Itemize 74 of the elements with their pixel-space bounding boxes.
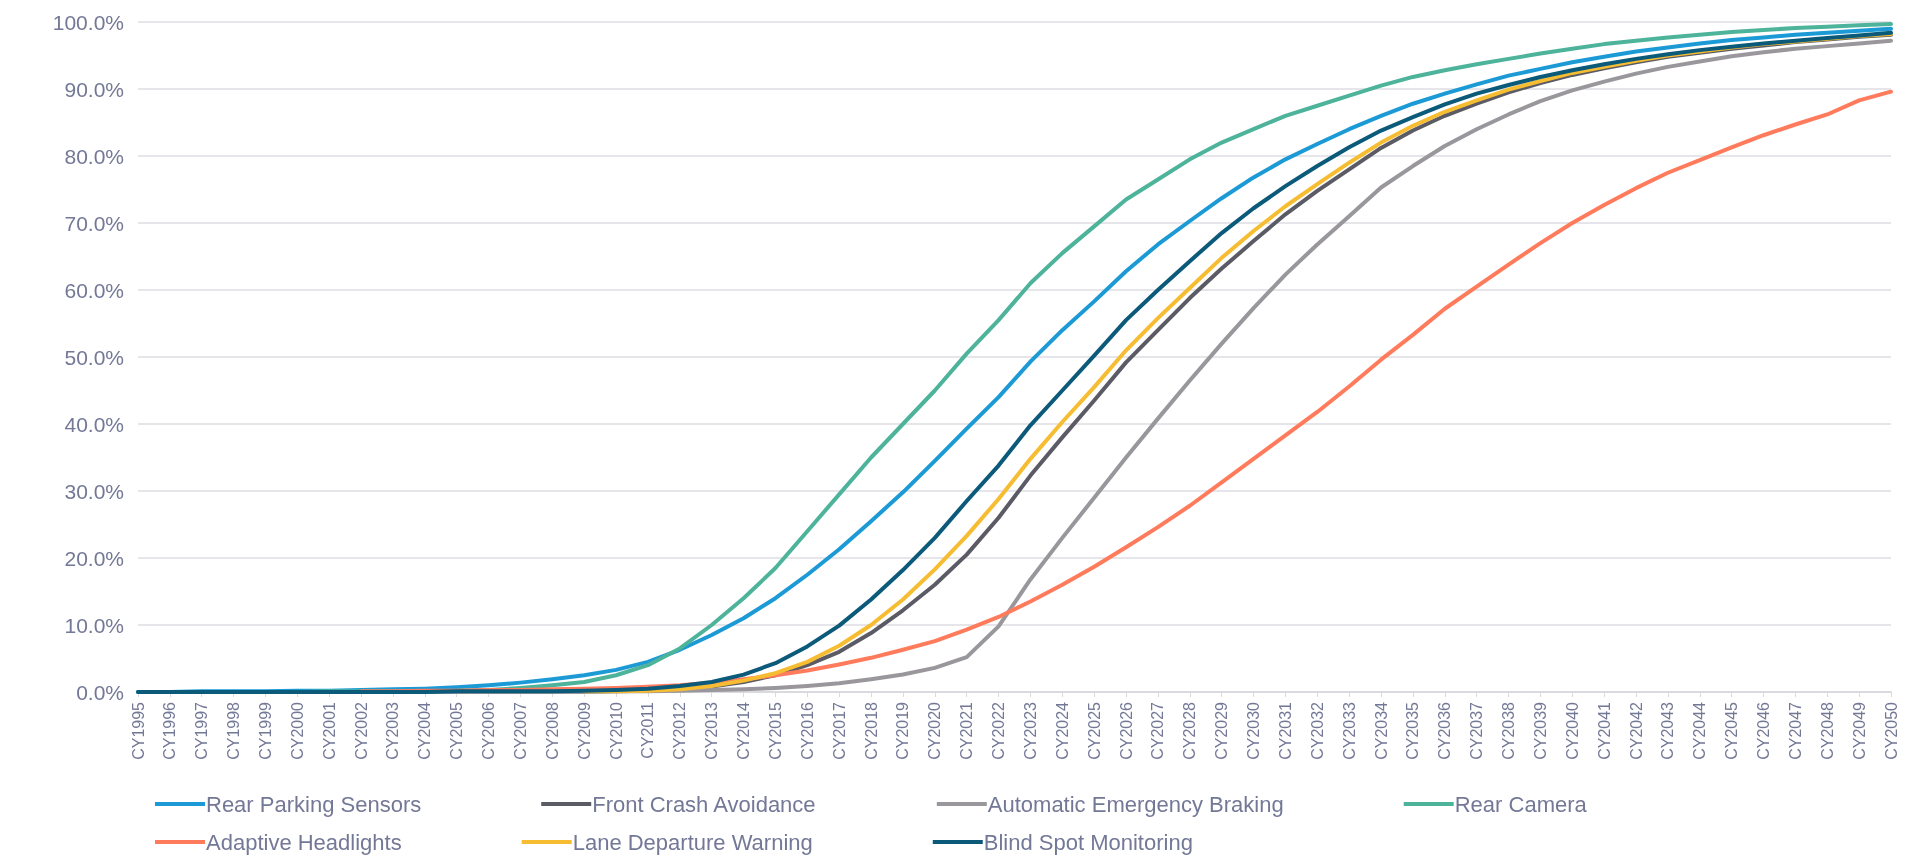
x-tick-label: CY1997	[193, 701, 211, 760]
x-tick-label: CY2035	[1404, 701, 1422, 760]
x-tick-label: CY2047	[1786, 701, 1804, 760]
y-tick-label: 10.0%	[64, 613, 124, 637]
y-tick-label: 70.0%	[64, 211, 124, 235]
x-tick-label: CY1996	[161, 701, 179, 760]
x-tick-label: CY2007	[511, 701, 529, 760]
legend-label: Rear Parking Sensors	[206, 791, 422, 817]
x-tick-label: CY1995	[129, 701, 147, 760]
x-tick-label: CY2013	[703, 701, 721, 760]
y-tick-label: 100.0%	[52, 10, 124, 34]
x-tick-label: CY2046	[1755, 701, 1773, 760]
x-tick-label: CY2031	[1276, 701, 1294, 760]
x-tick-label: CY2000	[288, 701, 306, 760]
y-tick-label: 40.0%	[64, 412, 124, 436]
x-tick-label: CY2016	[798, 701, 816, 760]
x-tick-label: CY1999	[256, 701, 274, 760]
x-tick-label: CY2037	[1468, 701, 1486, 760]
x-tick-label: CY2011	[639, 701, 657, 759]
x-tick-label: CY2002	[352, 701, 370, 760]
x-tick-label: CY2043	[1659, 701, 1677, 760]
y-tick-label: 80.0%	[64, 144, 124, 168]
x-tick-label: CY2041	[1595, 701, 1613, 760]
x-tick-label: CY2023	[1021, 701, 1039, 760]
x-tick-label: CY2012	[671, 701, 689, 760]
x-tick-label: CY2014	[735, 701, 753, 760]
legend-label: Front Crash Avoidance	[592, 791, 816, 817]
legend-label: Lane Departure Warning	[572, 829, 813, 855]
x-tick-label: CY2036	[1436, 701, 1454, 760]
x-tick-label: CY2020	[926, 701, 944, 760]
x-tick-label: CY2019	[894, 701, 912, 760]
legend-label: Blind Spot Monitoring	[983, 829, 1193, 855]
x-tick-label: CY2040	[1563, 701, 1581, 760]
y-tick-label: 60.0%	[64, 278, 124, 302]
x-tick-label: CY2029	[1213, 701, 1231, 760]
x-tick-label: CY2010	[607, 701, 625, 760]
x-tick-label: CY2028	[1181, 701, 1199, 760]
x-tick-label: CY2015	[766, 701, 784, 760]
x-tick-label: CY2032	[1308, 701, 1326, 760]
x-tick-label: CY2030	[1245, 701, 1263, 760]
x-tick-label: CY2022	[990, 701, 1008, 760]
y-tick-label: 20.0%	[64, 546, 124, 570]
x-tick-label: CY2044	[1691, 701, 1709, 760]
x-tick-label: CY2021	[958, 701, 976, 760]
y-tick-label: 30.0%	[64, 479, 124, 503]
y-tick-label: 50.0%	[64, 345, 124, 369]
legend-label: Rear Camera	[1454, 791, 1588, 817]
y-tick-label: 0.0%	[76, 680, 124, 704]
x-tick-label: CY2042	[1627, 701, 1645, 760]
x-tick-label: CY2024	[1053, 701, 1071, 760]
legend-label: Adaptive Headlights	[206, 829, 402, 855]
x-tick-label: CY2050	[1882, 701, 1900, 760]
x-tick-label: CY2018	[862, 701, 880, 760]
x-tick-label: CY2039	[1531, 701, 1549, 760]
x-tick-label: CY2033	[1340, 701, 1358, 760]
x-tick-label: CY1998	[225, 701, 243, 760]
x-tick-label: CY2048	[1818, 701, 1836, 760]
x-tick-label: CY2006	[480, 701, 498, 760]
x-tick-label: CY2005	[448, 701, 466, 760]
x-tick-label: CY2017	[830, 701, 848, 760]
x-tick-label: CY2034	[1372, 701, 1390, 760]
y-tick-label: 90.0%	[64, 77, 124, 101]
x-tick-label: CY2049	[1850, 701, 1868, 760]
x-tick-label: CY2001	[320, 701, 338, 760]
x-tick-label: CY2009	[575, 701, 593, 760]
legend-label: Automatic Emergency Braking	[987, 791, 1284, 817]
x-tick-label: CY2003	[384, 701, 402, 760]
x-tick-label: CY2004	[416, 701, 434, 760]
x-tick-label: CY2027	[1149, 701, 1167, 760]
x-tick-label: CY2045	[1723, 701, 1741, 760]
x-tick-label: CY2025	[1085, 701, 1103, 760]
x-tick-label: CY2038	[1500, 701, 1518, 760]
x-tick-label: CY2008	[543, 701, 561, 760]
x-tick-label: CY2026	[1117, 701, 1135, 760]
